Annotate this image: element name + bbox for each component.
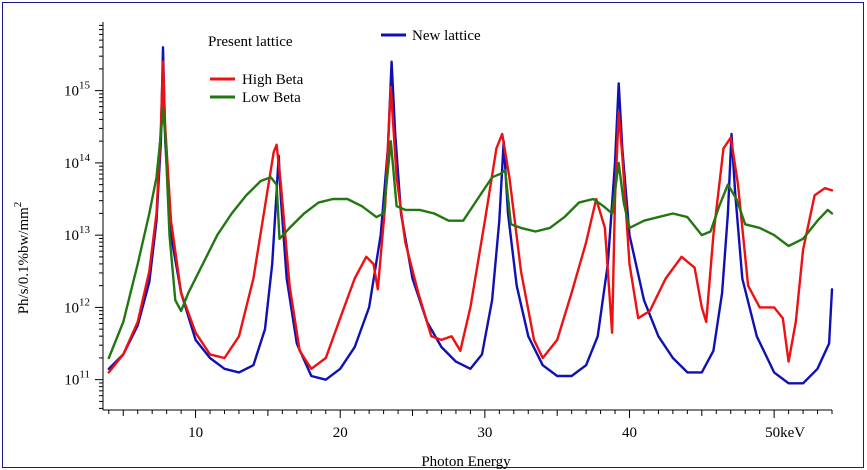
legend-label-high-beta: High Beta (242, 72, 304, 88)
x-tick-label: 10 (188, 425, 203, 441)
series-layer (107, 46, 834, 385)
y-tick-exponent: 11 (79, 369, 90, 381)
legend-header: Present lattice (208, 34, 293, 50)
x-tick-label: 40 (622, 425, 637, 441)
y-tick-exponent: 15 (79, 80, 91, 92)
y-axis-label-text: Ph/s/0.1%bw/mm (16, 207, 32, 314)
y-tick-exponent: 14 (79, 152, 91, 164)
y-tick-label: 1014 (64, 152, 91, 172)
y-axis-label: Ph/s/0.1%bw/mm2 (12, 202, 32, 315)
series-line-low-beta (107, 107, 834, 360)
series-line-new-lattice (107, 46, 834, 385)
y-tick-exponent: 13 (79, 224, 91, 236)
y-tick-base: 10 (64, 373, 79, 389)
y-tick-label: 1012 (64, 296, 90, 316)
x-axis-label: Photon Energy (421, 454, 511, 470)
y-tick-base: 10 (64, 156, 79, 172)
y-tick-base: 10 (64, 300, 79, 316)
y-tick-base: 10 (64, 228, 79, 244)
x-tick-label: 50keV (765, 425, 805, 441)
y-axis-label-superscript: 2 (12, 202, 24, 208)
y-tick-label: 1015 (64, 80, 91, 100)
legend: Present lattice New lattice High Beta Lo… (208, 28, 481, 106)
y-tick-label: 1013 (64, 224, 91, 244)
y-tick-exponent: 12 (79, 296, 90, 308)
legend-label-new-lattice: New lattice (412, 28, 481, 44)
x-tick-label: 30 (477, 425, 492, 441)
x-tick-label: 20 (333, 425, 348, 441)
y-tick-label: 1011 (64, 369, 90, 389)
y-tick-base: 10 (64, 84, 79, 100)
series-line-high-beta (107, 60, 834, 374)
legend-label-low-beta: Low Beta (242, 90, 301, 106)
